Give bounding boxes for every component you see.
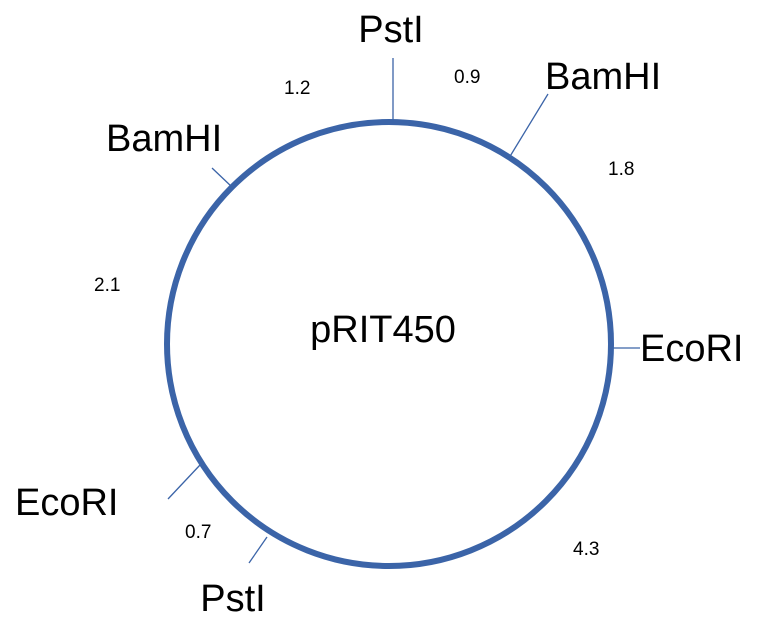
tick-ecori-left — [167, 464, 201, 500]
distance-label: 0.7 — [185, 522, 211, 543]
site-label-ecori-right: EcoRI — [640, 328, 743, 370]
tick-psti-bottom — [248, 536, 268, 564]
distance-label: 2.1 — [94, 275, 120, 296]
site-label-psti-top: PstI — [358, 9, 423, 51]
plasmid-ring — [164, 119, 614, 569]
site-label-bamhi-right: BamHI — [545, 56, 661, 98]
site-label-bamhi-left: BamHI — [106, 118, 222, 160]
distance-label: 0.9 — [454, 67, 480, 88]
distance-label: 1.2 — [284, 78, 310, 99]
tick-bamhi-right — [508, 93, 549, 159]
plasmid-name: pRIT450 — [310, 309, 456, 351]
tick-bamhi-left — [211, 167, 233, 188]
distance-label: 4.3 — [573, 539, 599, 560]
site-label-ecori-left: EcoRI — [15, 482, 118, 524]
distance-label: 1.8 — [608, 159, 634, 180]
site-label-psti-bottom: PstI — [200, 578, 265, 620]
